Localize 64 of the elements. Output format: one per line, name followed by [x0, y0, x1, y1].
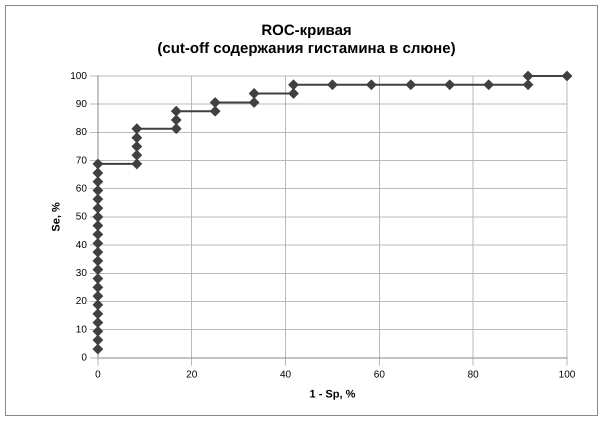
y-tick-label: 80 — [76, 127, 88, 138]
point — [92, 158, 103, 169]
point — [92, 194, 103, 204]
chart-title: ROC-кривая (cut-off содержания гистамина в слюне) — [157, 22, 456, 58]
point — [327, 80, 338, 90]
y-tick-label: 100 — [70, 70, 88, 82]
point — [523, 80, 534, 90]
point — [132, 124, 142, 134]
point — [171, 124, 182, 134]
point — [92, 185, 103, 196]
y-tick-label: 90 — [76, 98, 88, 110]
point — [366, 80, 376, 90]
point — [171, 106, 182, 116]
point — [92, 220, 103, 231]
x-tick-label: 100 — [558, 370, 576, 381]
point — [210, 106, 220, 116]
point — [92, 212, 103, 222]
point — [249, 97, 260, 108]
point — [562, 71, 572, 81]
point — [92, 326, 103, 336]
x-tick-label: 40 — [280, 370, 292, 381]
point — [92, 308, 103, 319]
point — [132, 158, 142, 169]
point — [92, 168, 103, 178]
point — [132, 150, 142, 160]
point — [92, 256, 103, 266]
y-tick-label: 60 — [76, 183, 88, 194]
point — [484, 80, 494, 90]
point — [288, 80, 299, 90]
y-tick-label: 30 — [76, 268, 88, 280]
y-tick-label: 20 — [76, 296, 88, 308]
x-tick-label: 20 — [186, 370, 198, 381]
point — [92, 238, 103, 248]
point — [92, 300, 103, 310]
point — [171, 114, 182, 125]
y-tick-label: 10 — [76, 324, 88, 336]
point — [92, 229, 103, 240]
y-tick-label: 70 — [76, 155, 88, 166]
point — [210, 97, 220, 108]
point — [92, 203, 103, 214]
x-tick-label: 60 — [374, 370, 386, 381]
x-axis-title: 1 - Sp, % — [310, 388, 356, 400]
point — [92, 176, 103, 187]
point — [132, 141, 142, 152]
point — [406, 80, 416, 90]
point — [132, 132, 142, 143]
point — [288, 88, 299, 98]
point — [92, 247, 103, 258]
point — [523, 71, 534, 81]
point — [92, 264, 103, 275]
y-tick-label: 40 — [76, 240, 88, 251]
x-tick-label: 0 — [95, 370, 102, 381]
point — [92, 291, 103, 302]
y-axis-title: Se, % — [50, 202, 63, 232]
point — [249, 88, 260, 98]
point — [92, 274, 103, 284]
x-tick-label: 80 — [468, 370, 480, 381]
y-tick-label: 0 — [81, 352, 88, 364]
point — [92, 344, 103, 354]
point — [92, 318, 103, 328]
y-tick-label: 50 — [76, 212, 88, 223]
point — [92, 335, 103, 346]
point — [92, 282, 103, 292]
point — [444, 80, 455, 90]
